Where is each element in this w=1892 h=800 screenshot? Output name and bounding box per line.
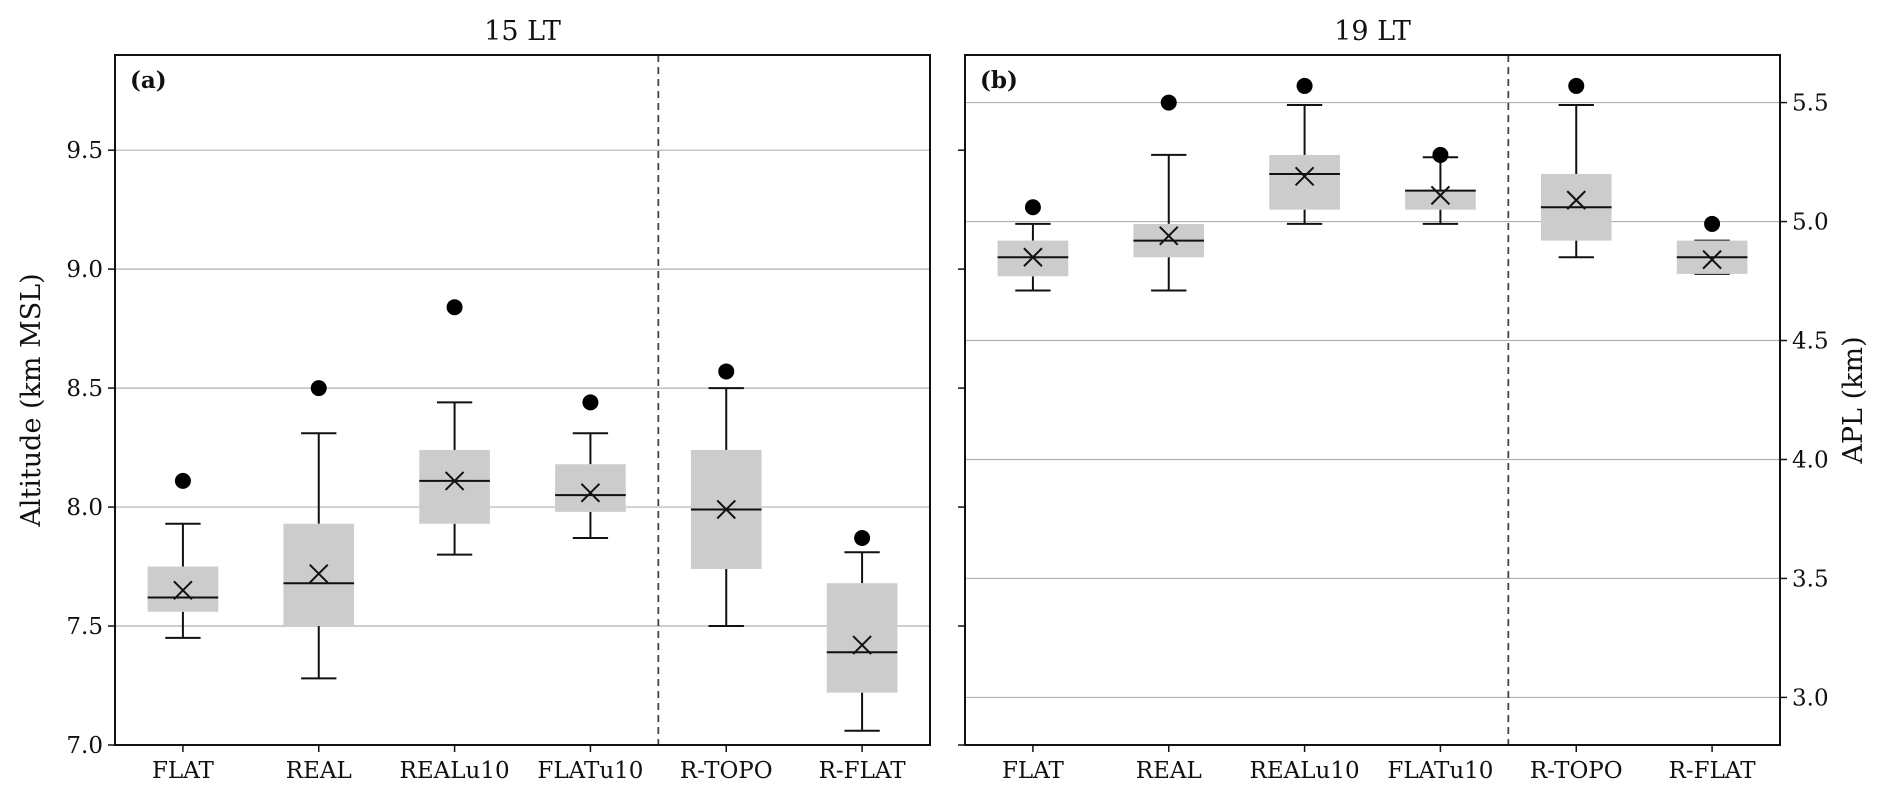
y-axis-label: Altitude (km MSL): [16, 273, 47, 527]
x-tick-label: REAL: [286, 758, 352, 784]
y-tick-label: 7.0: [66, 733, 103, 759]
iqr-box: [555, 464, 626, 512]
outlier-point: [1296, 77, 1313, 94]
iqr-box: [1269, 154, 1340, 210]
box-flat: [147, 472, 219, 639]
x-tick-label: REALu10: [1250, 758, 1360, 784]
panel-label: (a): [130, 67, 167, 94]
y-axis-label: APL (km): [1838, 336, 1869, 464]
x-tick-label: FLAT: [1002, 758, 1065, 784]
mean-marker: [1566, 190, 1586, 210]
outlier-point: [718, 363, 735, 380]
outlier-point: [1024, 199, 1041, 216]
plot-frame: [114, 54, 931, 746]
y-tick-label: 8.5: [66, 376, 103, 402]
y-tick-label: 9.5: [66, 138, 103, 164]
mean-marker: [444, 471, 465, 491]
mean-marker: [1294, 166, 1315, 187]
x-tick-label: FLATu10: [537, 758, 643, 784]
x-tick-label: REALu10: [400, 758, 510, 784]
box-r-topo: [690, 363, 762, 628]
y-tick-label: 8.0: [66, 495, 103, 521]
box-r-topo: [1540, 77, 1612, 259]
outlier-point: [1704, 215, 1721, 232]
y-tick-label: 3.5: [1792, 566, 1829, 592]
outlier-point: [1160, 94, 1177, 111]
y-tick-label: 7.5: [66, 614, 103, 640]
plot-frame: [964, 54, 1781, 746]
outlier-point: [582, 394, 599, 411]
mean-marker: [1702, 249, 1722, 270]
panel-title: 19 LT: [1334, 16, 1411, 47]
mean-marker: [852, 635, 872, 655]
outlier-point: [854, 530, 871, 546]
y-tick-label: 5.5: [1792, 91, 1829, 117]
outlier-point: [1432, 146, 1449, 163]
box-realu10: [1269, 77, 1340, 225]
box-flatu10: [555, 394, 626, 539]
y-tick-label: 5.0: [1792, 210, 1829, 236]
x-tick-label: R-FLAT: [819, 758, 907, 784]
x-tick-label: REAL: [1136, 758, 1202, 784]
outlier-point: [174, 472, 191, 489]
y-tick-label: 9.0: [66, 257, 103, 283]
panel-b: FLAT REAL REALu10 FLATu10 R-TOPO R-FLAT 3.0 3.5…: [958, 16, 1869, 784]
mean-marker: [1430, 185, 1451, 206]
outlier-point: [446, 299, 463, 316]
iqr-box: [1405, 190, 1476, 210]
mean-marker: [1159, 226, 1179, 246]
panel-title: 15 LT: [484, 16, 561, 47]
x-tick-label: R-FLAT: [1669, 758, 1757, 784]
box-realu10: [419, 299, 490, 556]
box-flatu10: [1405, 146, 1476, 225]
x-tick-label: R-TOPO: [1530, 758, 1623, 784]
panel-a: FLAT REAL REALu10 FLATu10 R-TOPO R-FLAT 7.0 7.5…: [16, 16, 931, 784]
y-tick-label: 3.0: [1792, 685, 1829, 711]
panel-label: (b): [980, 67, 1018, 94]
y-tick-label: 4.5: [1792, 329, 1829, 355]
x-tick-label: FLAT: [152, 758, 215, 784]
mean-marker: [309, 563, 329, 584]
outlier-point: [1568, 77, 1585, 94]
box-real: [283, 380, 355, 680]
x-tick-label: R-TOPO: [680, 758, 773, 784]
box-r-flat: [826, 530, 898, 732]
mean-marker: [173, 580, 193, 601]
x-tick-label: FLATu10: [1387, 758, 1493, 784]
mean-marker: [716, 499, 736, 520]
outlier-point: [310, 380, 327, 397]
iqr-box: [419, 449, 490, 524]
iqr-box: [826, 583, 898, 693]
box-r-flat: [1676, 215, 1748, 275]
mean-marker: [580, 483, 601, 503]
mean-marker: [1023, 247, 1043, 267]
box-real: [1133, 94, 1205, 292]
y-tick-label: 4.0: [1792, 447, 1829, 473]
box-flat: [997, 199, 1069, 292]
